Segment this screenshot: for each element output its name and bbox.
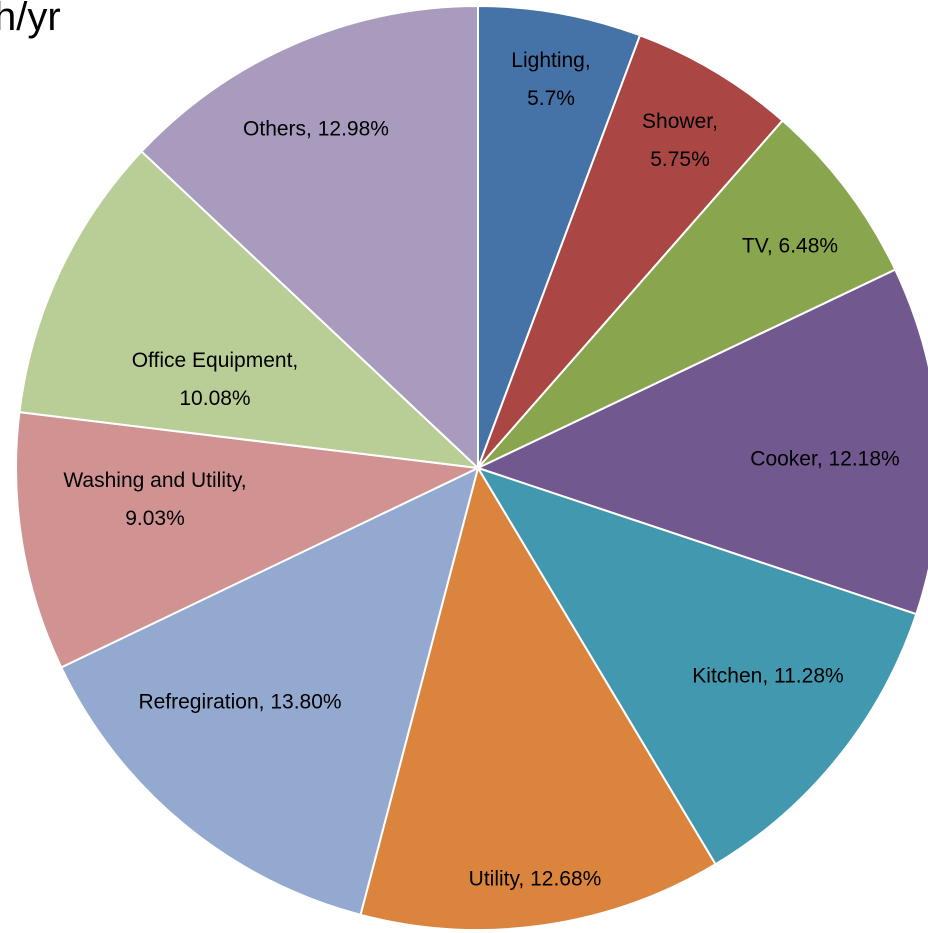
chart-title: h/yr (0, 0, 61, 39)
pie-slice (477, 119, 897, 469)
data-label: Shower, 5.75% (642, 110, 718, 171)
pie-slice (15, 410, 482, 669)
data-label: Kitchen, 11.28% (692, 665, 843, 688)
pie-slice (477, 34, 784, 469)
data-label: Cooker, 12.18% (750, 448, 899, 471)
pie-slice (59, 466, 480, 917)
data-label: Washing and Utility, 9.03% (63, 469, 246, 530)
data-label: Refregiration, 13.80% (138, 691, 341, 714)
data-label: Office Equipment, 10.08% (132, 349, 299, 410)
pie-slice (18, 150, 481, 470)
pie-slice (359, 465, 717, 931)
data-label: TV, 6.48% (742, 235, 838, 258)
data-label: Utility, 12.68% (469, 868, 602, 891)
pie-slice (475, 268, 928, 616)
data-label: Others, 12.98% (243, 118, 389, 141)
pie-slice (477, 4, 642, 469)
pie-slice (140, 4, 479, 471)
pie-slice (475, 466, 918, 866)
data-label: Lighting, 5.7% (511, 49, 590, 110)
